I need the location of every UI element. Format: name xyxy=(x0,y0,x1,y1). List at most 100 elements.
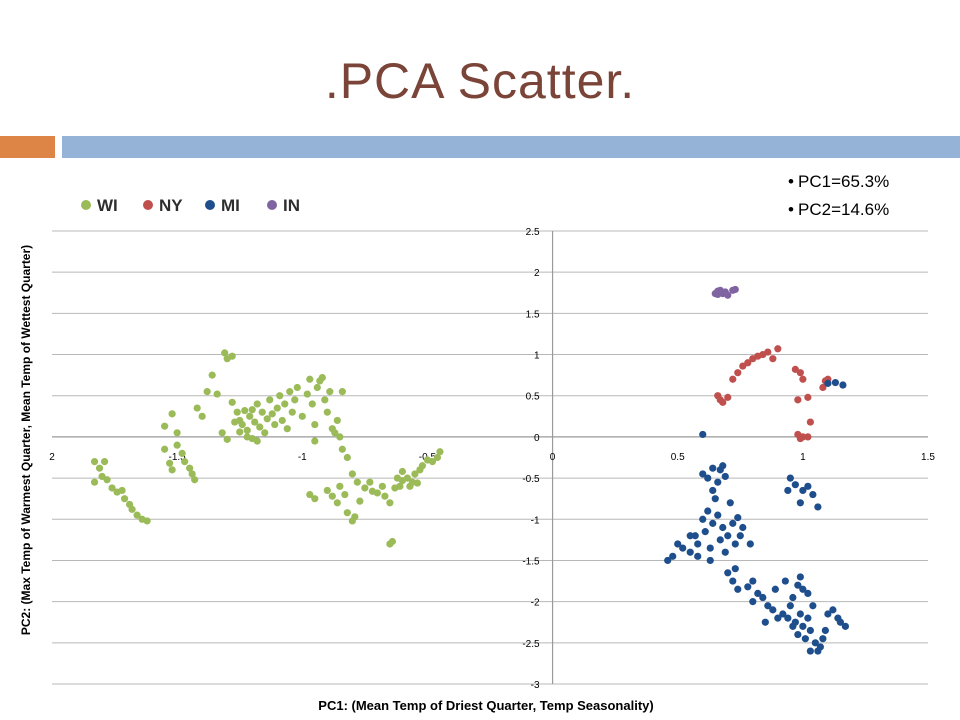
point-wi xyxy=(436,448,444,456)
point-mi xyxy=(771,585,779,593)
point-ny xyxy=(799,375,807,383)
point-mi xyxy=(799,585,807,593)
stat-pc1: • PC1=65.3% xyxy=(788,172,890,191)
point-mi xyxy=(699,515,707,523)
variance-stats: • PC1=65.3% • PC2=14.6% xyxy=(788,168,889,224)
point-ny xyxy=(724,393,732,401)
point-wi xyxy=(168,410,176,418)
point-wi xyxy=(243,426,251,434)
point-wi xyxy=(306,375,314,383)
point-wi xyxy=(233,408,241,416)
point-ny xyxy=(744,359,752,367)
point-wi xyxy=(223,435,231,443)
point-wi xyxy=(271,420,279,429)
point-mi xyxy=(746,540,754,548)
point-wi xyxy=(366,478,374,486)
point-mi xyxy=(686,548,694,556)
point-wi xyxy=(268,410,276,418)
y-tick-label: 1.5 xyxy=(526,309,540,320)
point-mi xyxy=(669,552,677,560)
point-mi xyxy=(809,490,817,499)
point-in xyxy=(731,285,739,294)
point-mi xyxy=(796,610,804,618)
point-mi xyxy=(699,430,707,439)
point-wi xyxy=(251,418,259,426)
point-wi xyxy=(343,453,351,462)
point-mi xyxy=(761,618,769,626)
legend-label-ny: NY xyxy=(159,196,183,215)
point-mi xyxy=(709,519,717,527)
point-wi xyxy=(308,400,316,408)
point-wi xyxy=(241,406,249,415)
point-mi xyxy=(694,552,702,560)
point-in xyxy=(724,291,732,299)
point-mi xyxy=(679,544,687,552)
point-wi xyxy=(323,486,331,495)
point-wi xyxy=(246,412,254,420)
point-mi xyxy=(664,556,672,565)
point-mi xyxy=(801,635,809,643)
point-mi xyxy=(729,519,737,527)
point-mi xyxy=(819,635,827,643)
point-mi xyxy=(686,532,694,540)
point-wi xyxy=(178,449,186,457)
point-mi xyxy=(724,532,732,540)
point-wi xyxy=(381,492,389,500)
point-wi xyxy=(218,429,226,437)
point-mi xyxy=(694,540,702,548)
point-wi xyxy=(396,482,404,490)
y-tick-label: 1 xyxy=(534,351,540,362)
point-wi xyxy=(386,499,394,507)
slide-title: .PCA Scatter. xyxy=(324,53,636,109)
point-wi xyxy=(361,484,369,492)
point-mi xyxy=(839,381,847,389)
point-mi xyxy=(749,598,757,606)
x-axis-label: PC1: (Mean Temp of Driest Quarter, Temp … xyxy=(318,698,653,713)
point-wi xyxy=(266,396,274,404)
point-mi xyxy=(734,585,742,593)
point-wi xyxy=(166,459,174,467)
point-wi xyxy=(108,484,116,492)
point-mi xyxy=(804,589,812,598)
point-wi xyxy=(120,495,129,503)
point-mi xyxy=(729,577,737,585)
accent-bar-orange xyxy=(0,136,55,158)
point-ny xyxy=(804,433,812,441)
point-wi xyxy=(186,464,194,472)
point-ny xyxy=(806,418,814,426)
point-wi xyxy=(208,371,216,379)
point-wi xyxy=(193,404,201,412)
legend-marker-ny xyxy=(143,200,153,210)
point-wi xyxy=(298,412,306,420)
point-mi xyxy=(674,540,682,548)
point-wi xyxy=(338,445,346,453)
point-wi xyxy=(433,453,442,462)
point-mi xyxy=(821,626,829,635)
point-ny xyxy=(719,398,727,406)
point-wi xyxy=(411,470,419,478)
point-wi xyxy=(248,406,256,414)
point-wi xyxy=(236,428,244,436)
point-wi xyxy=(336,433,344,441)
point-wi xyxy=(256,423,264,431)
point-wi xyxy=(398,467,406,476)
point-mi xyxy=(829,606,837,614)
point-wi xyxy=(181,458,189,466)
x-tick-label: 0 xyxy=(550,452,556,463)
point-wi xyxy=(223,355,231,363)
point-ny xyxy=(774,345,782,353)
point-mi xyxy=(791,618,799,626)
point-wi xyxy=(283,425,291,433)
point-mi xyxy=(701,528,709,536)
point-wi xyxy=(161,445,169,453)
point-wi xyxy=(348,470,356,478)
point-mi xyxy=(804,482,812,490)
point-wi xyxy=(338,388,346,396)
point-mi xyxy=(779,610,787,618)
point-wi xyxy=(373,489,381,497)
point-wi xyxy=(306,490,314,499)
point-mi xyxy=(719,462,727,470)
point-wi xyxy=(128,505,136,513)
point-wi xyxy=(291,396,299,404)
point-mi xyxy=(796,573,804,581)
